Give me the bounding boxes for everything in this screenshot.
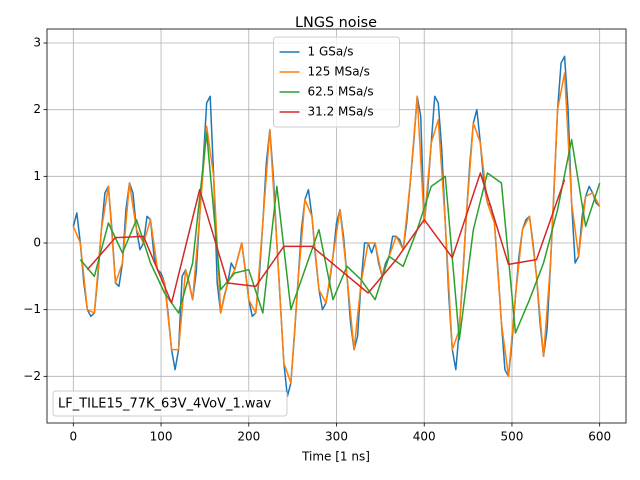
y-tick-label: 0 [33,236,41,250]
x-tick-label: 400 [413,430,436,444]
y-tick-label: 1 [33,169,41,183]
x-tick-label: 0 [69,430,77,444]
x-tick-label: 200 [237,430,260,444]
legend-label: 125 MSa/s [308,65,370,79]
x-tick-label: 100 [150,430,173,444]
chart-title: LNGS noise [295,15,377,31]
annotation: LF_TILE15_77K_63V_4VoV_1.wav [58,397,271,412]
y-tick-label: 2 [33,102,41,116]
lines [72,55,601,398]
y-tick-label: −2 [23,369,41,383]
x-axis-label: Time [1 ns] [301,450,370,464]
legend-label: 62.5 MSa/s [308,85,374,99]
x-tick-label: 300 [325,430,348,444]
x-tick-label: 600 [588,430,611,444]
series-line [86,172,566,304]
legend-label: 1 GSa/s [308,45,354,59]
x-tick-label: 500 [501,430,524,444]
y-tick-label: 3 [33,36,41,50]
y-tick-label: −1 [23,302,41,316]
legend: 1 GSa/s 125 MSa/s 62.5 MSa/s 31.2 MSa/s [273,36,400,128]
series-line [79,132,601,341]
legend-label: 31.2 MSa/s [308,105,374,119]
legend-box [273,36,400,128]
annotation-box [52,390,288,417]
ticks: 0 100 200 300 400 500 600 −2 −1 0 1 2 3 [23,36,611,444]
